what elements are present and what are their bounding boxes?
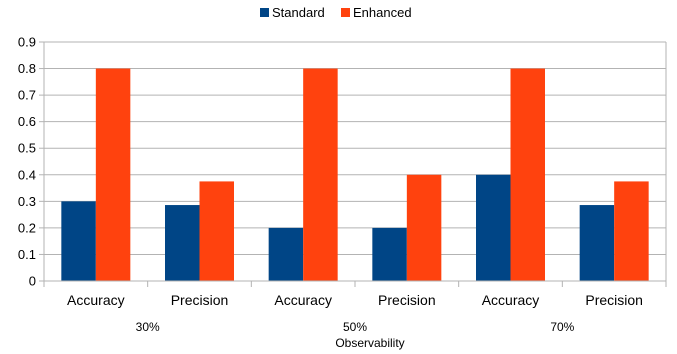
legend-label-standard: Standard (272, 5, 325, 20)
gridlines (44, 41, 666, 255)
y-tick-label: 0.5 (18, 141, 36, 156)
x-axis-title: Observability (335, 336, 404, 350)
x-category-label: Accuracy (482, 292, 540, 308)
legend: Standard Enhanced (260, 5, 412, 20)
x-group-label: 50% (343, 320, 367, 334)
bar-enhanced-3 (406, 174, 442, 281)
bar-standard-3 (372, 227, 407, 281)
y-tick-label: 0.2 (18, 220, 36, 235)
bar-enhanced-5 (614, 181, 649, 281)
legend-label-enhanced: Enhanced (353, 5, 412, 20)
y-tick-label: 0.3 (18, 194, 36, 209)
y-tick-label: 0.7 (18, 88, 36, 103)
y-tick-label: 0.1 (18, 247, 36, 262)
x-group-label: 30% (136, 320, 160, 334)
axis-labels: 0 0.1 0.2 0.3 0.4 0.5 0.6 0.7 0.8 0.9 Accuracy Prec… (18, 35, 643, 335)
bar-enhanced-1 (199, 181, 234, 281)
bar-standard-1 (165, 205, 200, 281)
legend-swatch-enhanced (341, 8, 350, 17)
y-tick-label: 0.9 (18, 35, 36, 50)
bar-standard-0 (61, 201, 96, 281)
x-category-label: Precision (171, 292, 229, 308)
x-category-label: Accuracy (67, 292, 125, 308)
x-category-label: Accuracy (274, 292, 332, 308)
y-tick-label: 0.4 (18, 167, 36, 182)
bar-enhanced-4 (510, 68, 545, 281)
bar-enhanced-2 (303, 68, 338, 281)
legend-swatch-standard (260, 8, 269, 17)
x-group-label: 70% (550, 320, 574, 334)
y-tick-label: 0.8 (18, 61, 36, 76)
y-tick-label: 0 (29, 274, 36, 289)
bar-standard-4 (476, 174, 511, 281)
bars (61, 68, 649, 281)
y-tick-label: 0.6 (18, 114, 36, 129)
bar-standard-2 (268, 227, 304, 281)
bar-enhanced-0 (95, 68, 131, 281)
axes (39, 41, 667, 287)
x-category-label: Precision (378, 292, 436, 308)
x-category-label: Precision (585, 292, 643, 308)
bar-standard-5 (579, 205, 615, 281)
